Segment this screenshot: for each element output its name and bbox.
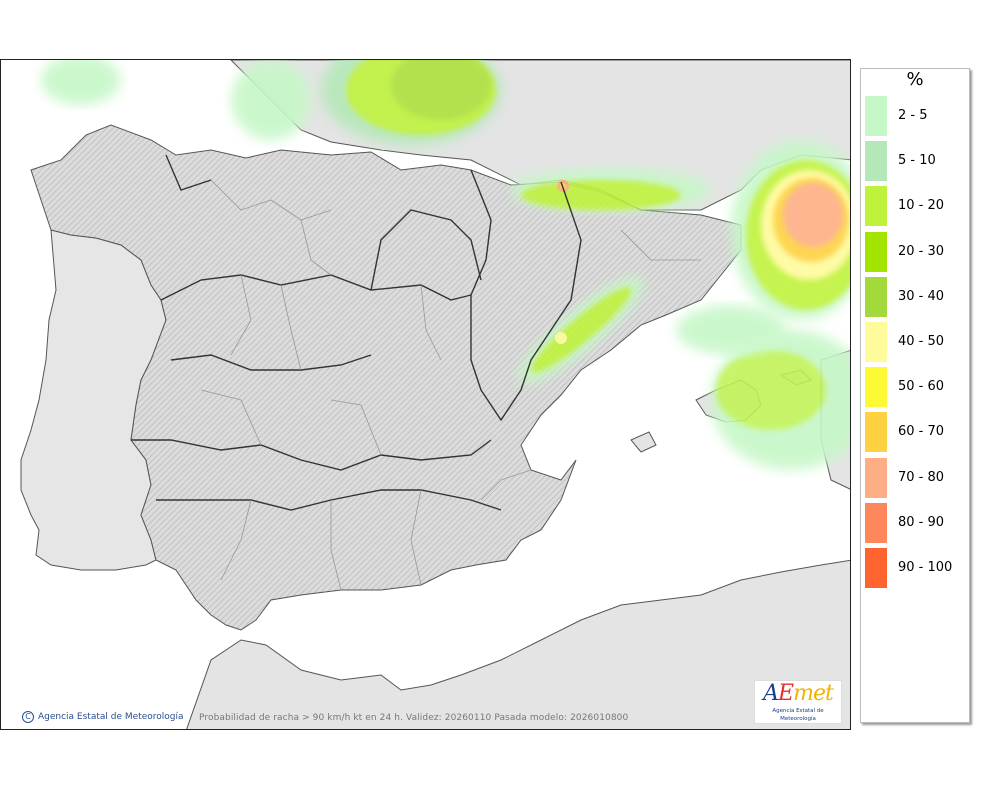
legend-swatch: [865, 186, 887, 227]
legend-label: 20 - 30: [898, 243, 945, 259]
legend-item: 60 - 70: [865, 412, 969, 453]
province-borders: [200, 179, 701, 591]
legend-label: 40 - 50: [898, 334, 945, 349]
legend-item: 2 - 5: [865, 96, 969, 136]
legend-swatch: [865, 322, 887, 362]
legend-label: 90 - 100: [898, 560, 953, 575]
legend-item: 50 - 60: [865, 367, 969, 408]
copyright-icon: C: [22, 711, 34, 723]
map-caption: Probabilidad de racha > 90 km/h kt en 24…: [199, 713, 629, 723]
aemet-logo: AEmet Agencia Estatal de Meteorología: [754, 680, 842, 724]
legend-item: 40 - 50: [865, 322, 969, 362]
legend-unit: %: [906, 69, 924, 90]
legend-label: 30 - 40: [898, 288, 945, 304]
legend-swatch: [865, 412, 887, 453]
legend-label: 5 - 10: [898, 153, 936, 169]
aemet-logo-mark: AEmet: [763, 681, 834, 706]
legend-item: 10 - 20: [865, 186, 969, 227]
aemet-logo-subtitle: Agencia Estatal de Meteorología: [772, 708, 824, 722]
legend-label: 2 - 5: [898, 108, 928, 123]
legend-item: 90 - 100: [865, 548, 969, 588]
legend-label: 60 - 70: [898, 424, 945, 440]
legend-item: 5 - 10: [865, 141, 969, 182]
legend-swatch: [865, 457, 887, 498]
legend-item: 20 - 30: [865, 231, 969, 272]
probability-overlay: [41, 60, 850, 470]
legend-panel: % 2 - 5 5 - 10 10 - 20 20 - 30 30 - 40 40 - 5…: [860, 68, 970, 723]
legend-item: 30 - 40: [865, 276, 969, 317]
legend-label: 10 - 20: [898, 198, 945, 214]
land-ibiza: [630, 431, 657, 453]
legend-label: 80 - 90: [898, 514, 945, 530]
legend-swatch: [865, 141, 887, 182]
map-frame[interactable]: [0, 59, 851, 730]
legend-label: 50 - 60: [898, 379, 945, 395]
credit-text: Agencia Estatal de Meteorología: [38, 712, 184, 722]
legend-swatch: [865, 231, 887, 272]
aemet-credit: C Agencia Estatal de Meteorología: [22, 711, 184, 723]
legend-swatch: [865, 502, 887, 543]
legend-swatch: [865, 367, 887, 408]
legend-swatch: [865, 96, 887, 136]
legend-swatch: [865, 276, 887, 317]
land-spain: [30, 124, 742, 631]
legend-label: 70 - 80: [898, 469, 945, 485]
legend-swatch: [865, 548, 887, 588]
legend-item: 70 - 80: [865, 457, 969, 498]
map-canvas[interactable]: [1, 60, 851, 730]
land-north-africa: [186, 559, 850, 729]
legend-item: 80 - 90: [865, 502, 969, 543]
